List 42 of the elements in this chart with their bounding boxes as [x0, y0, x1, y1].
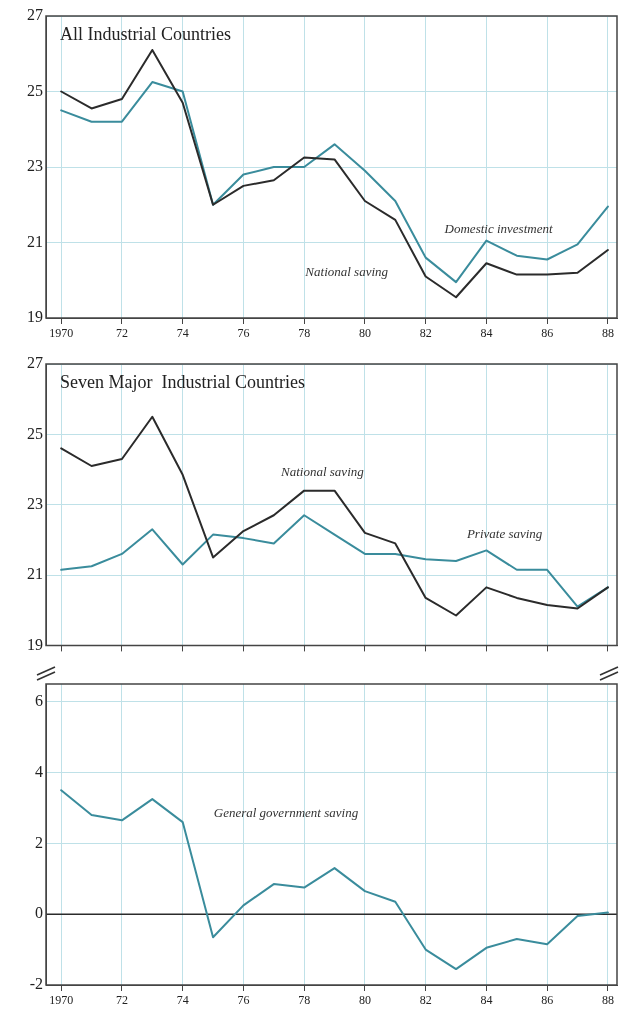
y-tick-label: 19 — [27, 635, 43, 653]
y-tick-label: 27 — [27, 6, 43, 24]
x-tick-label: 82 — [419, 326, 432, 341]
y-tick-label: 19 — [27, 308, 43, 326]
x-tick-label: 76 — [237, 993, 250, 1008]
y-tick-label: 21 — [27, 232, 43, 250]
x-tick-label: 88 — [601, 326, 614, 341]
y-tick-label: 0 — [35, 904, 43, 922]
x-tick-label: 84 — [480, 993, 493, 1008]
y-tick-label: 25 — [27, 81, 43, 99]
x-tick-label: 80 — [358, 993, 371, 1008]
x-tick-label: 80 — [358, 326, 371, 341]
y-tick-label: 25 — [27, 424, 43, 442]
x-tick-label: 82 — [419, 993, 432, 1008]
x-tick-label: 1970 — [49, 326, 74, 341]
series-label: Domestic investment — [443, 220, 553, 236]
x-tick-label: 76 — [237, 326, 250, 341]
x-tick-label: 86 — [541, 326, 554, 341]
x-tick-label: 74 — [176, 326, 189, 341]
x-tick-label: 78 — [298, 993, 311, 1008]
x-tick-label: 78 — [298, 326, 311, 341]
y-tick-label: 21 — [27, 565, 43, 583]
y-tick-label: 27 — [27, 354, 43, 372]
y-tick-label: -2 — [29, 975, 43, 993]
chart-title: Seven Major Industrial Countries — [60, 371, 305, 392]
y-tick-label: 6 — [35, 691, 43, 709]
y-tick-label: 23 — [27, 157, 43, 175]
y-tick-label: 4 — [35, 762, 43, 780]
series-label: National saving — [280, 464, 365, 480]
x-tick-label: 1970 — [49, 993, 74, 1008]
x-tick-label: 88 — [601, 993, 614, 1008]
series-label: Private saving — [465, 526, 543, 542]
y-tick-label: 23 — [27, 494, 43, 512]
x-tick-label: 72 — [115, 993, 128, 1008]
text: National saving — [304, 264, 389, 280]
x-tick-label: 72 — [115, 326, 128, 341]
x-tick-label: 84 — [480, 326, 493, 341]
x-tick-label: 86 — [541, 993, 554, 1008]
chart-title: All Industrial Countries — [60, 23, 231, 44]
y-tick-label: 2 — [35, 833, 43, 851]
text: General government saving — [213, 804, 359, 820]
x-tick-label: 74 — [176, 993, 189, 1008]
